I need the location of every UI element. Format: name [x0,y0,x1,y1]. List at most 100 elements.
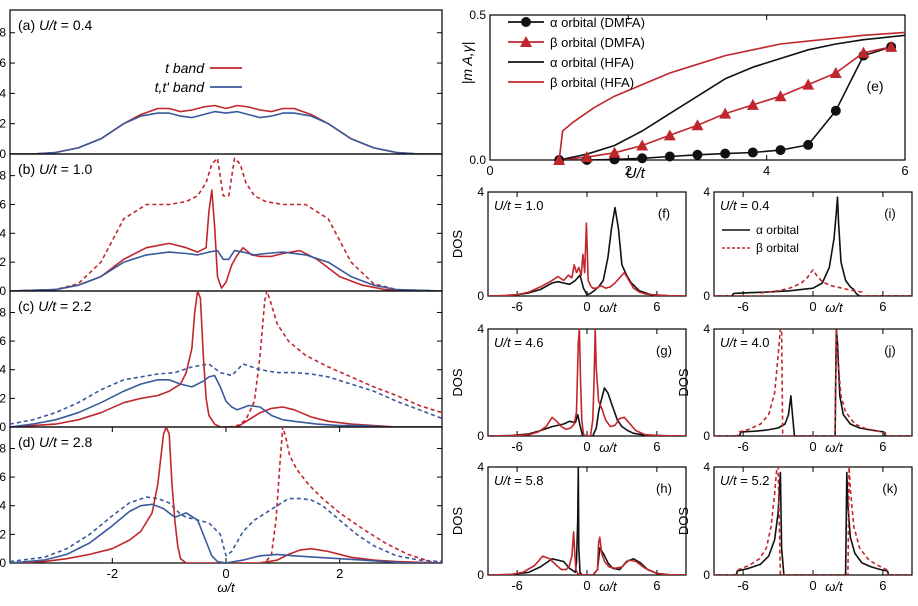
legend-label: α orbital [756,223,799,237]
x-tick-label: 0 [486,163,493,178]
legend-label: β orbital [756,241,799,255]
legend-label: β orbital (HFA) [550,75,634,90]
x-tick-label: 6 [653,439,660,454]
param-name: U/t [720,198,738,213]
panel-label: (j) [884,343,896,358]
y-tick-label: 0 [703,289,710,303]
param-value: = 2.2 [56,298,92,314]
x-tick-label: -6 [511,439,523,454]
panel-label: (k) [882,481,897,496]
y-tick-label: 0.6 [0,197,6,211]
series-line--orbital [714,269,912,296]
x-tick-label: 0 [222,566,229,581]
series-group [10,157,442,291]
panel-param-label: U/t = 1.0 [494,198,544,213]
param-name: U/t [494,335,512,350]
series-line-3 [10,374,442,427]
y-tick-label: 0 [703,568,710,582]
panel-param-label: U/t = 5.8 [494,473,544,488]
y-tick-label: 0 [0,420,6,434]
panel-label: (f) [658,206,670,221]
param-value: = 0.4 [737,198,770,213]
x-axis-label: ω/t [599,579,618,594]
y-tick-label: 0.6 [0,470,6,484]
series-line-3 [10,503,442,563]
x-tick-label: -6 [737,578,749,593]
y-tick-label: 4 [477,460,484,474]
panel-i: 0 4 -6 0 6 ω/t U/t = 0.4 (i) α orbital β orbital [703,185,913,315]
legend-label: t band [165,60,205,76]
y-tick-label: 0.4 [0,226,6,240]
x-tick-label: -6 [737,439,749,454]
y-tick-label: 0.6 [0,56,6,70]
series-line-1 [10,363,442,425]
y-tick-label: 0 [0,284,6,298]
data-point [691,119,704,131]
y-tick-label: 0 [477,429,484,443]
series-line-1 [714,467,912,575]
x-tick-label: -6 [511,299,523,314]
x-tick-label: -6 [737,299,749,314]
x-tick-label: 0 [583,299,590,314]
panel-k: 0 4 -6 0 6 DOS ω/t U/t = 5.2 (k) [676,460,913,594]
y-tick-label: 4 [703,185,710,199]
data-point [803,139,814,150]
x-tick-label: 0 [583,439,590,454]
x-tick-label: 2 [625,163,632,178]
legend-marker [520,36,532,47]
x-tick-label: 0 [809,578,816,593]
series-line--orbital-hfa- [559,34,905,160]
y-tick-label: 0 [703,429,710,443]
param-name: U/t [39,161,58,177]
panel-letter: (c) [18,298,38,314]
series-line-1 [488,222,686,296]
series-group [10,291,442,427]
panel-letter: (b) [18,161,39,177]
y-tick-label: 0.8 [0,305,6,319]
series-group [714,196,912,296]
y-tick-label: 0.4 [0,499,6,513]
y-tick-label: 0 [0,147,6,161]
y-tick-label: 0.6 [0,334,6,348]
y-tick-label: 0.2 [0,391,6,405]
x-tick-label: 4 [763,163,770,178]
data-point [746,98,759,110]
param-name: U/t [38,298,57,314]
y-tick-label: 0.2 [0,255,6,269]
x-axis-label: ω/t [599,440,618,455]
x-axis-label: ω/t [825,300,844,315]
legend-label: β orbital (DMFA) [550,35,645,50]
param-value: = 1.0 [57,161,93,177]
y-axis-label: DOS [676,368,691,397]
y-axis-label: |m A,γ| [459,42,475,85]
param-value: = 0.4 [57,17,93,33]
series-group [488,329,686,436]
series-line-2 [10,249,442,291]
x-tick-label: 6 [879,439,886,454]
y-tick-label: 0.8 [0,26,6,40]
param-name: U/t [494,198,512,213]
y-tick-label: 0 [477,568,484,582]
panel-param-label: U/t = 0.4 [720,198,770,213]
panel-f: 0 4 -6 0 6 DOS ω/t U/t = 1.0 (f) [450,185,687,315]
y-tick-label: 0.8 [0,169,6,183]
series-line--orbital [714,196,912,296]
panel-param-label: (a) U/t = 0.4 [18,17,93,33]
y-axis-label: DOS [450,368,465,397]
data-point [830,105,841,116]
param-name: U/t [720,473,738,488]
series-line-1 [488,329,686,436]
param-value: = 5.2 [737,473,770,488]
y-axis-label: DOS [676,507,691,536]
series-line-1 [488,530,686,575]
x-axis-label: U/t [626,165,646,182]
series-line-1 [10,496,442,563]
y-tick-label: 4 [703,322,710,336]
data-point [775,145,786,156]
y-tick-label: 4 [477,322,484,336]
param-name: U/t [39,434,58,450]
x-tick-label: 6 [879,578,886,593]
series-group [558,31,905,160]
y-tick-label: 0.4 [0,86,6,100]
data-point [663,129,676,141]
